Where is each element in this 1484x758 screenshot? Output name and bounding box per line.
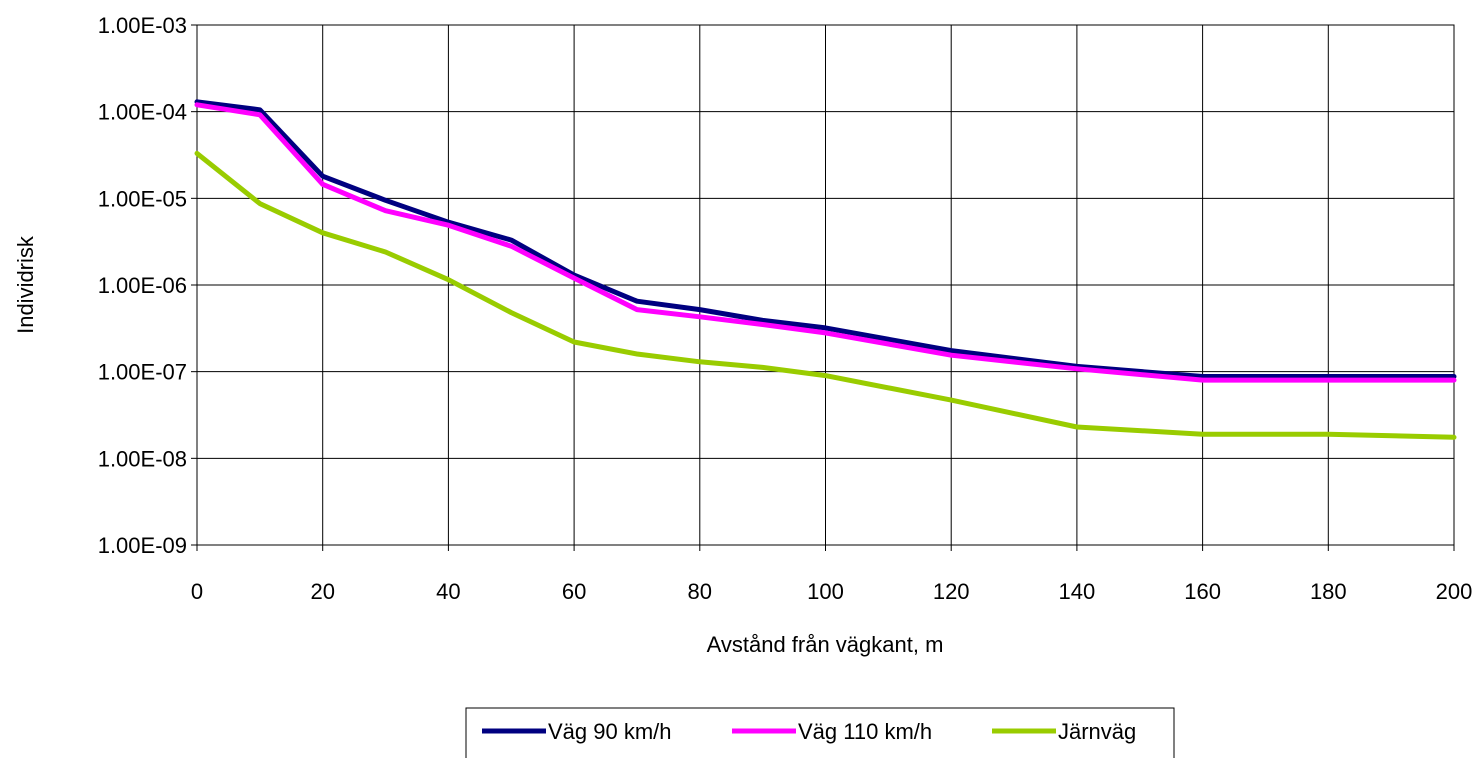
x-tick-label: 80 bbox=[688, 579, 712, 604]
x-axis-title: Avstånd från vägkant, m bbox=[707, 632, 944, 657]
series-line-vag-110 bbox=[194, 102, 1457, 383]
y-axis-tick-labels: 1.00E-03 1.00E-04 1.00E-05 1.00E-06 1.00E-07… bbox=[98, 13, 187, 558]
legend-label-jarnvag: Järnväg bbox=[1058, 719, 1136, 744]
grid-lines bbox=[191, 24, 1455, 551]
y-tick-label: 1.00E-06 bbox=[98, 273, 187, 298]
x-tick-label: 40 bbox=[436, 579, 460, 604]
series-line-vag-90 bbox=[194, 99, 1457, 379]
y-tick-label: 1.00E-08 bbox=[98, 446, 187, 471]
x-tick-label: 120 bbox=[933, 579, 970, 604]
y-tick-label: 1.00E-05 bbox=[98, 186, 187, 211]
x-tick-label: 140 bbox=[1059, 579, 1096, 604]
x-tick-label: 100 bbox=[807, 579, 844, 604]
x-tick-label: 200 bbox=[1436, 579, 1473, 604]
legend: Väg 90 km/h Väg 110 km/h Järnväg bbox=[465, 707, 1175, 758]
x-axis-tick-labels: 0 20 40 60 80 100 120 140 160 180 200 bbox=[191, 579, 1472, 604]
series-lines bbox=[194, 99, 1457, 440]
y-tick-label: 1.00E-09 bbox=[98, 533, 187, 558]
y-tick-label: 1.00E-07 bbox=[98, 360, 187, 385]
x-tick-label: 60 bbox=[562, 579, 586, 604]
y-tick-label: 1.00E-03 bbox=[98, 13, 187, 38]
x-tick-label: 20 bbox=[310, 579, 334, 604]
x-tick-label: 180 bbox=[1310, 579, 1347, 604]
series-line-jarnvag bbox=[194, 150, 1457, 440]
y-axis-title: Individrisk bbox=[13, 235, 38, 334]
legend-label-vag-90: Väg 90 km/h bbox=[548, 719, 672, 744]
plot-area-frame bbox=[196, 24, 1455, 546]
x-tick-label: 0 bbox=[191, 579, 203, 604]
legend-label-vag-110: Väg 110 km/h bbox=[798, 719, 932, 744]
y-tick-label: 1.00E-04 bbox=[98, 100, 187, 125]
x-tick-label: 160 bbox=[1184, 579, 1221, 604]
